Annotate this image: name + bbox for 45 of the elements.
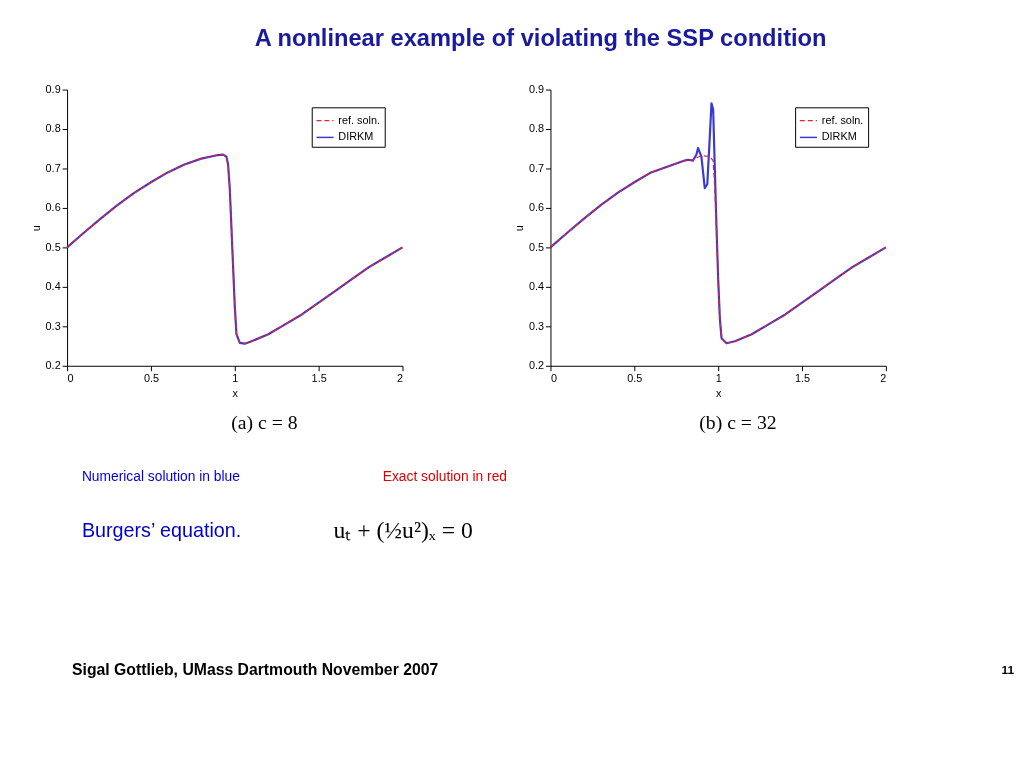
- y-tick-label: 0.2: [45, 359, 61, 372]
- text: Numerical solution in blue: [81, 468, 241, 485]
- x-tick-label: 1: [715, 372, 722, 385]
- text: A nonlinear example of violating the SSP condition: [254, 25, 827, 52]
- x-tick-label: 2: [880, 372, 887, 385]
- text: (b) c = 32: [699, 410, 777, 434]
- y-tick-label: 0.3: [45, 319, 61, 332]
- y-tick-label: 0.6: [45, 201, 61, 214]
- text: Exact solution in red: [382, 468, 508, 485]
- text: uₜ + (½u²)ₓ = 0: [333, 517, 473, 544]
- y-tick-label: 0.2: [528, 359, 545, 372]
- legend-label: DIRKM: [338, 130, 374, 143]
- line-series: [549, 102, 887, 345]
- y-axis-title: u: [29, 225, 42, 232]
- y-tick-label: 0.4: [528, 280, 545, 293]
- y-tick-label: 0.8: [45, 122, 61, 135]
- x-tick-label: 1.5: [794, 372, 811, 385]
- y-tick-label: 0.5: [45, 240, 61, 253]
- text: 11: [1001, 662, 1015, 677]
- legend-label: DIRKM: [821, 130, 857, 143]
- y-tick-label: 0.4: [45, 280, 61, 293]
- x-tick-label: 2: [396, 372, 403, 385]
- y-tick-label: 0.8: [528, 122, 545, 135]
- x-tick-label: 1: [232, 372, 239, 385]
- y-tick-label: 0.7: [528, 161, 545, 174]
- y-tick-label: 0.6: [528, 201, 545, 214]
- text: Sigal Gottlieb, UMass Dartmouth November 2007: [72, 660, 439, 678]
- x-axis-title: x: [715, 386, 722, 399]
- y-tick-label: 0.3: [528, 319, 545, 332]
- x-tick-label: 0.5: [627, 372, 643, 385]
- x-tick-label: 0: [67, 372, 74, 385]
- x-axis-title: x: [232, 386, 239, 399]
- x-tick-label: 0: [550, 372, 557, 385]
- y-tick-label: 0.7: [45, 161, 61, 174]
- legend-label: ref. soln.: [338, 113, 380, 126]
- y-tick-label: 0.5: [528, 240, 545, 253]
- x-tick-label: 0.5: [143, 372, 159, 385]
- text: Burgers’ equation.: [81, 519, 242, 542]
- y-tick-label: 0.9: [528, 83, 545, 96]
- x-tick-label: 1.5: [311, 372, 327, 385]
- line-series: [549, 154, 887, 344]
- y-axis-title: u: [513, 225, 526, 232]
- legend-label: ref. soln.: [821, 113, 864, 126]
- y-tick-label: 0.9: [45, 83, 61, 96]
- text: (a) c = 8: [231, 410, 298, 434]
